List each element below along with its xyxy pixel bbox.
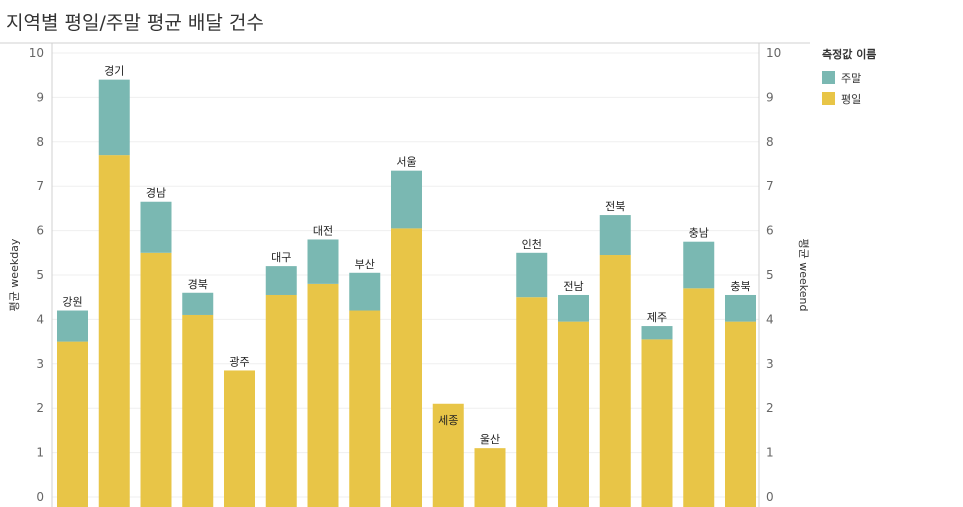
y-tick-left: 3 — [36, 357, 44, 371]
bar-label: 대구 — [271, 251, 291, 264]
legend-item-weekday[interactable]: 평일 — [822, 88, 876, 109]
bar-label: 서울 — [396, 156, 416, 169]
y-tick-left: 2 — [36, 401, 44, 415]
y-tick-right: 3 — [766, 357, 774, 371]
y-axis-title-right: 평균 weekend — [797, 239, 810, 312]
bar-label: 경북 — [188, 278, 208, 291]
bar-weekday[interactable] — [432, 403, 464, 507]
bar-weekday[interactable] — [641, 339, 673, 507]
bar-label: 인천 — [522, 237, 542, 251]
bar-weekend[interactable] — [140, 201, 172, 253]
bars — [57, 79, 756, 507]
bar-weekend[interactable] — [98, 79, 130, 156]
bar-label: 제주 — [647, 311, 667, 324]
legend-label-weekend: 주말 — [841, 71, 862, 85]
bar-weekend[interactable] — [57, 310, 88, 342]
bar-weekend[interactable] — [558, 294, 589, 322]
bar-label: 세종 — [438, 414, 458, 427]
bar-weekday[interactable] — [683, 288, 715, 507]
bar-weekend[interactable] — [182, 292, 214, 315]
bar-label: 경남 — [146, 187, 166, 200]
legend-swatch-weekday — [822, 92, 835, 105]
y-tick-left: 8 — [36, 135, 44, 149]
bar-weekday[interactable] — [265, 294, 297, 507]
legend-item-weekend[interactable]: 주말 — [822, 67, 876, 88]
y-tick-right: 10 — [766, 46, 781, 60]
y-tick-left: 5 — [36, 268, 44, 282]
y-tick-left: 0 — [36, 490, 44, 504]
y-tick-left: 7 — [36, 179, 44, 193]
bar-label: 충남 — [689, 227, 709, 240]
y-tick-right: 6 — [766, 224, 774, 238]
bar-weekday[interactable] — [725, 321, 756, 507]
legend-title: 측정값 이름 — [822, 48, 877, 61]
y-tick-right: 5 — [766, 268, 774, 282]
bar-weekend[interactable] — [599, 215, 631, 256]
y-tick-right: 9 — [766, 90, 774, 104]
y-tick-right: 1 — [766, 446, 774, 460]
bar-weekday[interactable] — [98, 155, 130, 507]
legend-label-weekday: 평일 — [841, 92, 862, 106]
bar-weekday[interactable] — [57, 341, 88, 507]
bar-label: 부산 — [355, 258, 375, 271]
legend: 측정값 이름 주말 평일 — [822, 46, 876, 109]
bar-label: 경기 — [104, 65, 124, 78]
axes: 0 0 1 1 2 2 3 3 4 4 5 5 6 6 7 7 8 8 9 9 10 10 — [0, 42, 810, 507]
y-tick-right: 4 — [766, 312, 774, 326]
y-tick-left: 4 — [36, 312, 44, 326]
bar-weekday[interactable] — [558, 321, 589, 507]
bar-weekend[interactable] — [516, 252, 548, 298]
y-tick-left: 10 — [29, 46, 44, 60]
y-tick-right: 0 — [766, 490, 774, 504]
bar-weekday[interactable] — [474, 448, 506, 507]
y-tick-left: 6 — [36, 224, 44, 238]
bar-weekend[interactable] — [391, 170, 422, 229]
bar-weekend[interactable] — [307, 239, 339, 284]
chart-title: 지역별 평일/주말 평균 배달 건수 — [6, 12, 264, 34]
y-tick-left: 1 — [36, 446, 44, 460]
bar-weekday[interactable] — [391, 228, 422, 507]
bar-weekend[interactable] — [265, 266, 297, 295]
bar-weekend[interactable] — [725, 294, 756, 322]
bar-weekday[interactable] — [224, 370, 255, 507]
y-tick-left: 9 — [36, 90, 44, 104]
bar-label: 대전 — [313, 224, 333, 237]
bar-label: 울산 — [480, 433, 500, 446]
y-axis-title-left: 평균 weekday — [8, 238, 21, 311]
bar-label: 충북 — [730, 280, 750, 293]
bar-weekend[interactable] — [641, 326, 673, 340]
bar-weekday[interactable] — [516, 297, 548, 507]
bar-weekday[interactable] — [599, 255, 631, 507]
bar-label: 강원 — [62, 296, 82, 309]
bar-weekday[interactable] — [140, 252, 172, 507]
bar-label: 광주 — [229, 355, 249, 368]
bar-weekday[interactable] — [349, 310, 381, 507]
bar-weekend[interactable] — [683, 241, 715, 289]
bar-weekday[interactable] — [307, 283, 339, 507]
y-tick-right: 7 — [766, 179, 774, 193]
legend-swatch-weekend — [822, 71, 835, 84]
bar-label: 전남 — [563, 280, 583, 293]
bar-weekday[interactable] — [182, 314, 214, 507]
bar-label: 전북 — [605, 200, 625, 213]
y-tick-right: 8 — [766, 135, 774, 149]
bar-weekend[interactable] — [349, 272, 381, 311]
y-tick-right: 2 — [766, 401, 774, 415]
